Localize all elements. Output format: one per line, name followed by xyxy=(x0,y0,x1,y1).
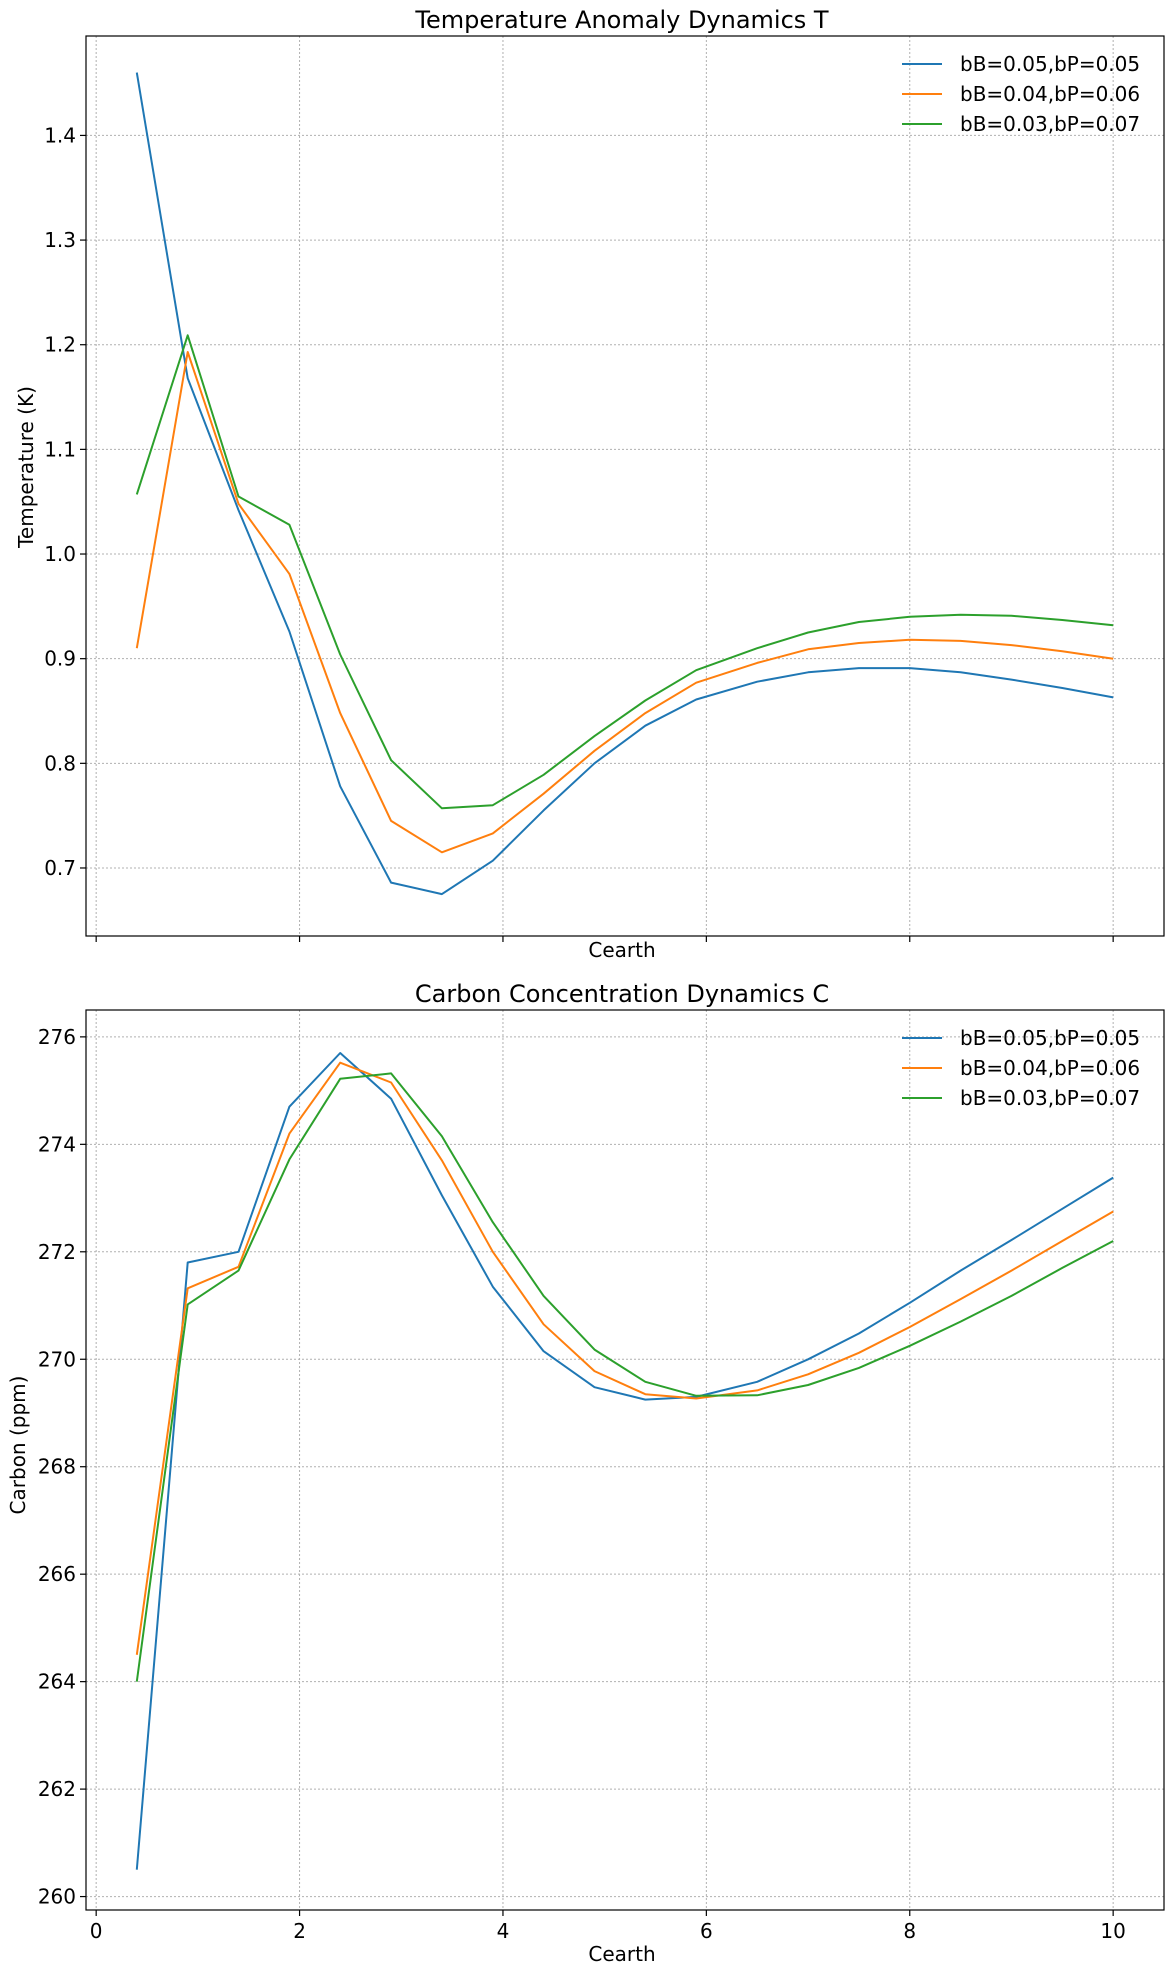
x-tick-label: 0 xyxy=(90,1919,103,1943)
series-lines xyxy=(135,1052,1114,1870)
chart-title: Temperature Anomaly Dynamics T xyxy=(414,6,829,34)
legend: bB=0.05,bP=0.05 bB=0.04,bP=0.06 bB=0.03,bP… xyxy=(902,1026,1140,1110)
grid xyxy=(86,1010,1164,1910)
y-tick-label: 274 xyxy=(38,1132,76,1156)
legend-label: bB=0.03,bP=0.07 xyxy=(960,1086,1140,1110)
x-tick-label: 2 xyxy=(293,1919,306,1943)
temperature-chart: Temperature Anomaly Dynamics T Cearth Te… xyxy=(14,6,1165,962)
legend-label: bB=0.04,bP=0.06 xyxy=(960,1056,1140,1080)
axis-ticks: 0.7 0.8 0.9 1.0 1.1 1.2 1.3 1.4 xyxy=(44,123,1114,942)
legend-label: bB=0.03,bP=0.07 xyxy=(960,112,1140,136)
series-lines xyxy=(135,72,1114,896)
y-tick-label: 266 xyxy=(38,1562,76,1586)
y-tick-label: 268 xyxy=(38,1455,76,1479)
legend-label: bB=0.04,bP=0.06 xyxy=(960,82,1140,106)
plot-frame xyxy=(85,35,1165,937)
y-tick-label: 260 xyxy=(38,1885,76,1909)
y-tick-label: 272 xyxy=(38,1240,76,1264)
x-tick-label: 8 xyxy=(903,1919,916,1943)
x-axis-label: Cearth xyxy=(588,1942,655,1966)
x-axis-label: Cearth xyxy=(588,938,655,962)
legend-label: bB=0.05,bP=0.05 xyxy=(960,52,1140,76)
y-axis-label: Carbon (ppm) xyxy=(6,1376,30,1515)
y-tick-label: 0.8 xyxy=(44,751,76,775)
series-line xyxy=(135,334,1114,810)
carbon-chart: Carbon Concentration Dynamics C Cearth C… xyxy=(6,980,1165,1966)
x-tick-label: 4 xyxy=(497,1919,510,1943)
series-line xyxy=(135,1052,1114,1870)
series-line xyxy=(135,1061,1114,1655)
y-tick-label: 1.4 xyxy=(44,123,76,147)
grid xyxy=(86,36,1164,936)
axis-ticks: 0 2 4 6 8 10 260 262 264 266 268 270 272 274 276 xyxy=(38,1025,1126,1943)
y-tick-label: 270 xyxy=(38,1347,76,1371)
series-line xyxy=(135,1072,1114,1682)
x-tick-label: 6 xyxy=(700,1919,713,1943)
chart-title: Carbon Concentration Dynamics C xyxy=(415,980,829,1008)
series-line xyxy=(135,351,1114,854)
y-tick-label: 0.7 xyxy=(44,856,76,880)
y-axis-label: Temperature (K) xyxy=(14,386,38,549)
plot-frame xyxy=(85,1009,1165,1911)
x-tick-label: 10 xyxy=(1100,1919,1125,1943)
y-tick-label: 0.9 xyxy=(44,647,76,671)
y-tick-label: 1.0 xyxy=(44,542,76,566)
legend: bB=0.05,bP=0.05 bB=0.04,bP=0.06 bB=0.03,bP… xyxy=(902,52,1140,136)
y-tick-label: 262 xyxy=(38,1777,76,1801)
series-line xyxy=(135,72,1114,896)
y-tick-label: 1.2 xyxy=(44,333,76,357)
y-tick-label: 1.1 xyxy=(44,437,76,461)
y-tick-label: 1.3 xyxy=(44,228,76,252)
y-tick-label: 276 xyxy=(38,1025,76,1049)
y-tick-label: 264 xyxy=(38,1670,76,1694)
legend-label: bB=0.05,bP=0.05 xyxy=(960,1026,1140,1050)
